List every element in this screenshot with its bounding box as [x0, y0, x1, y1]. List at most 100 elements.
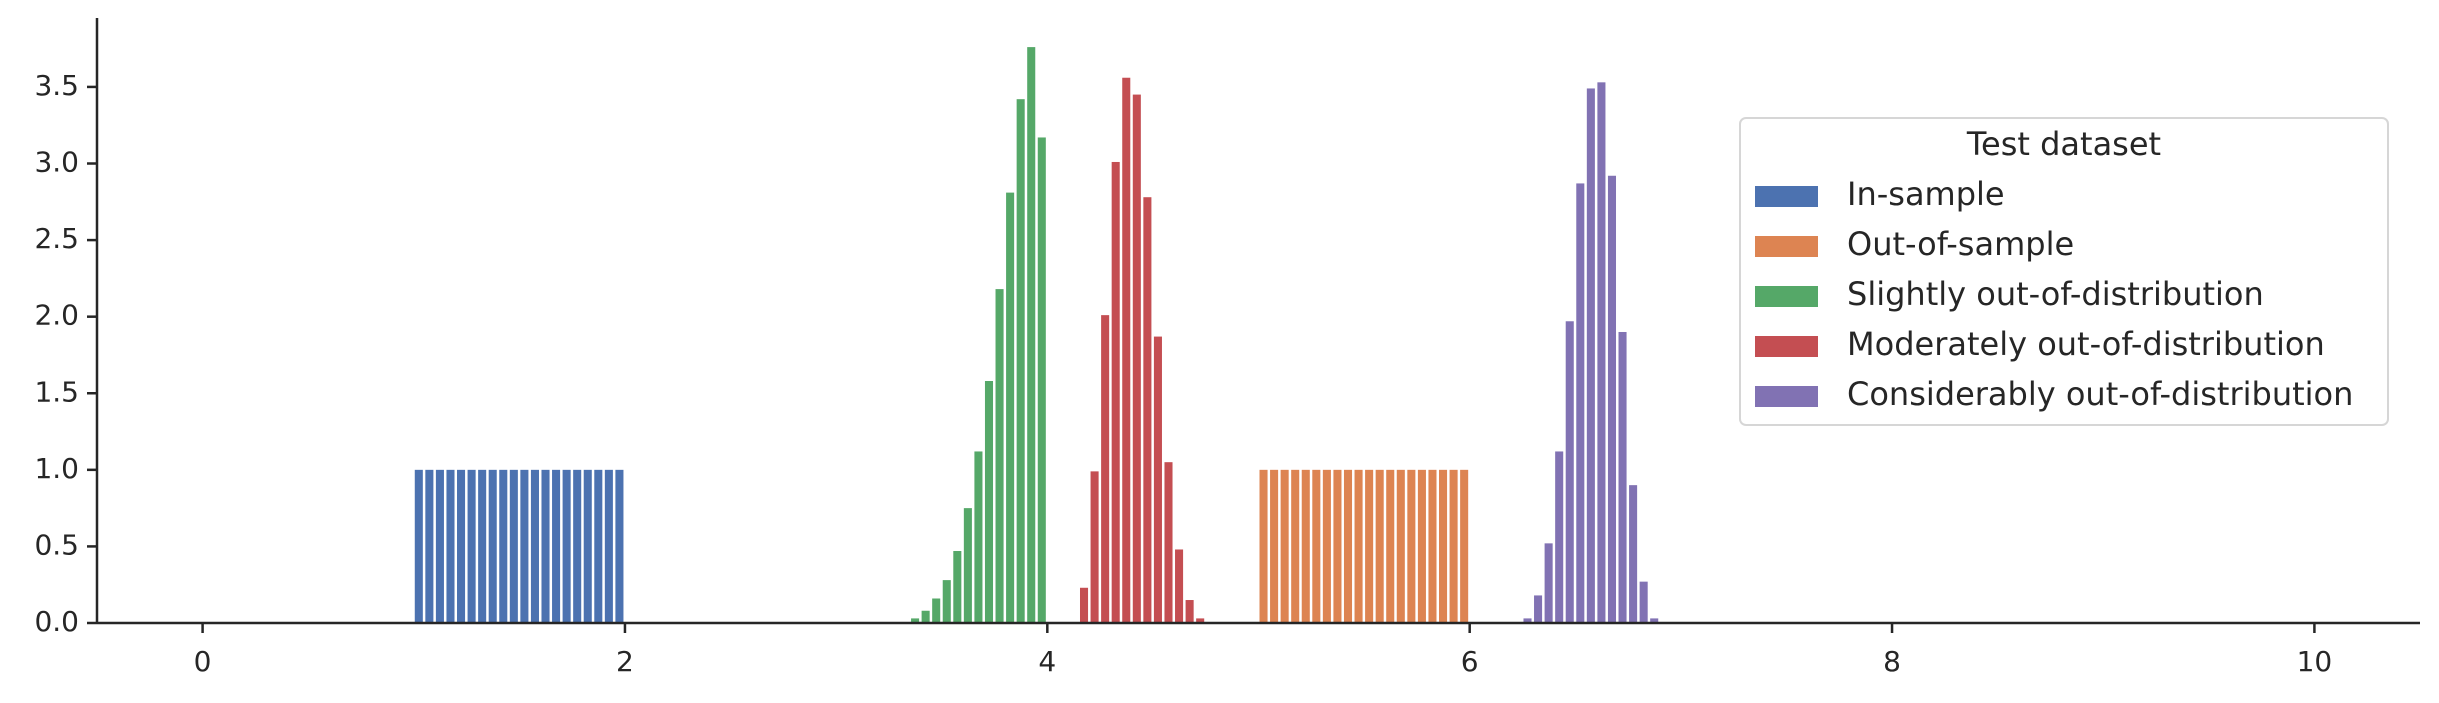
bar — [604, 469, 613, 623]
bar — [509, 469, 518, 623]
bar — [1333, 469, 1342, 623]
bar — [1312, 469, 1321, 623]
bar — [594, 469, 603, 623]
bar — [1576, 183, 1585, 623]
bar — [1565, 321, 1574, 623]
bar — [1111, 161, 1120, 624]
bar — [414, 469, 423, 623]
y-tick-label: 3.0 — [34, 146, 79, 179]
bar — [1079, 587, 1089, 623]
bar — [1607, 175, 1617, 623]
legend-box — [1739, 117, 2389, 426]
bar — [488, 469, 497, 623]
bar — [1301, 469, 1310, 623]
bar — [1153, 336, 1162, 623]
bar — [1650, 618, 1659, 623]
x-tick-label: 0 — [194, 645, 212, 678]
bar — [942, 580, 951, 623]
bar — [995, 289, 1004, 623]
legend-label: Out-of-sample — [1847, 225, 2074, 263]
bar — [1449, 469, 1458, 623]
bar — [1143, 197, 1152, 624]
bar — [1270, 469, 1279, 623]
bar — [984, 381, 994, 623]
bar — [1407, 469, 1416, 623]
y-tick-label: 2.0 — [34, 299, 79, 332]
bar — [1101, 315, 1110, 623]
x-tick-label: 6 — [1461, 645, 1479, 678]
bar — [963, 508, 972, 623]
legend-label: Moderately out-of-distribution — [1847, 325, 2325, 363]
bar — [1639, 581, 1648, 623]
bar — [1534, 595, 1543, 623]
bar — [1280, 469, 1289, 623]
legend-swatch — [1755, 386, 1818, 407]
bar — [1185, 600, 1194, 623]
bar — [1291, 469, 1300, 623]
bar — [1006, 192, 1015, 623]
bar — [520, 469, 529, 623]
y-tick-label: 1.5 — [34, 375, 79, 408]
bar — [467, 469, 476, 623]
bar — [1090, 471, 1099, 623]
bar — [921, 610, 930, 623]
bar — [1122, 77, 1131, 623]
bar — [1365, 469, 1374, 623]
bar — [974, 451, 983, 623]
bar — [1343, 469, 1353, 623]
bar — [425, 469, 434, 623]
bar — [530, 469, 539, 623]
legend: Test dataset In-sample Out-of-sample Slight… — [1739, 117, 2389, 426]
y-tick-label: 0.0 — [34, 605, 79, 638]
y-tick-label: 1.0 — [34, 452, 79, 485]
bar — [1259, 469, 1268, 623]
legend-swatch — [1755, 186, 1818, 207]
legend-swatch — [1755, 286, 1818, 307]
bar — [1354, 469, 1363, 623]
bar — [562, 469, 571, 623]
bar — [435, 469, 444, 623]
bar — [1544, 543, 1553, 623]
y-tick-label: 3.5 — [34, 69, 79, 102]
bar — [1164, 462, 1173, 623]
bar — [552, 469, 561, 623]
bar — [1375, 469, 1384, 623]
bar — [1618, 331, 1627, 623]
bar — [1386, 469, 1395, 623]
bar — [1396, 469, 1405, 623]
bar — [1586, 88, 1595, 624]
bar — [1460, 469, 1469, 623]
y-tick-label: 2.5 — [34, 222, 79, 255]
bar — [1523, 618, 1532, 623]
x-tick-label: 2 — [616, 645, 634, 678]
bar — [541, 469, 550, 623]
bar — [1555, 451, 1564, 623]
bar — [1322, 469, 1331, 623]
bar — [457, 469, 466, 623]
bar — [583, 469, 592, 623]
bar — [615, 469, 624, 623]
bar — [953, 551, 962, 623]
bar — [1629, 485, 1638, 623]
bar — [1196, 618, 1205, 623]
bar — [1027, 47, 1036, 624]
bar — [573, 469, 582, 623]
x-tick-label: 8 — [1883, 645, 1901, 678]
bar — [1175, 549, 1184, 623]
bar — [1016, 99, 1025, 623]
legend-swatch — [1755, 236, 1818, 257]
bar — [1417, 469, 1426, 623]
legend-label: In-sample — [1847, 175, 2005, 213]
bar — [1597, 82, 1606, 624]
legend-label: Considerably out-of-distribution — [1847, 375, 2353, 413]
bar — [478, 469, 487, 623]
bar — [1037, 137, 1046, 623]
bar — [1428, 469, 1437, 623]
bar — [911, 618, 920, 623]
legend-title: Test dataset — [1966, 125, 2161, 163]
x-tick-label: 4 — [1038, 645, 1056, 678]
bar — [446, 469, 455, 623]
y-tick-label: 0.5 — [34, 528, 79, 561]
